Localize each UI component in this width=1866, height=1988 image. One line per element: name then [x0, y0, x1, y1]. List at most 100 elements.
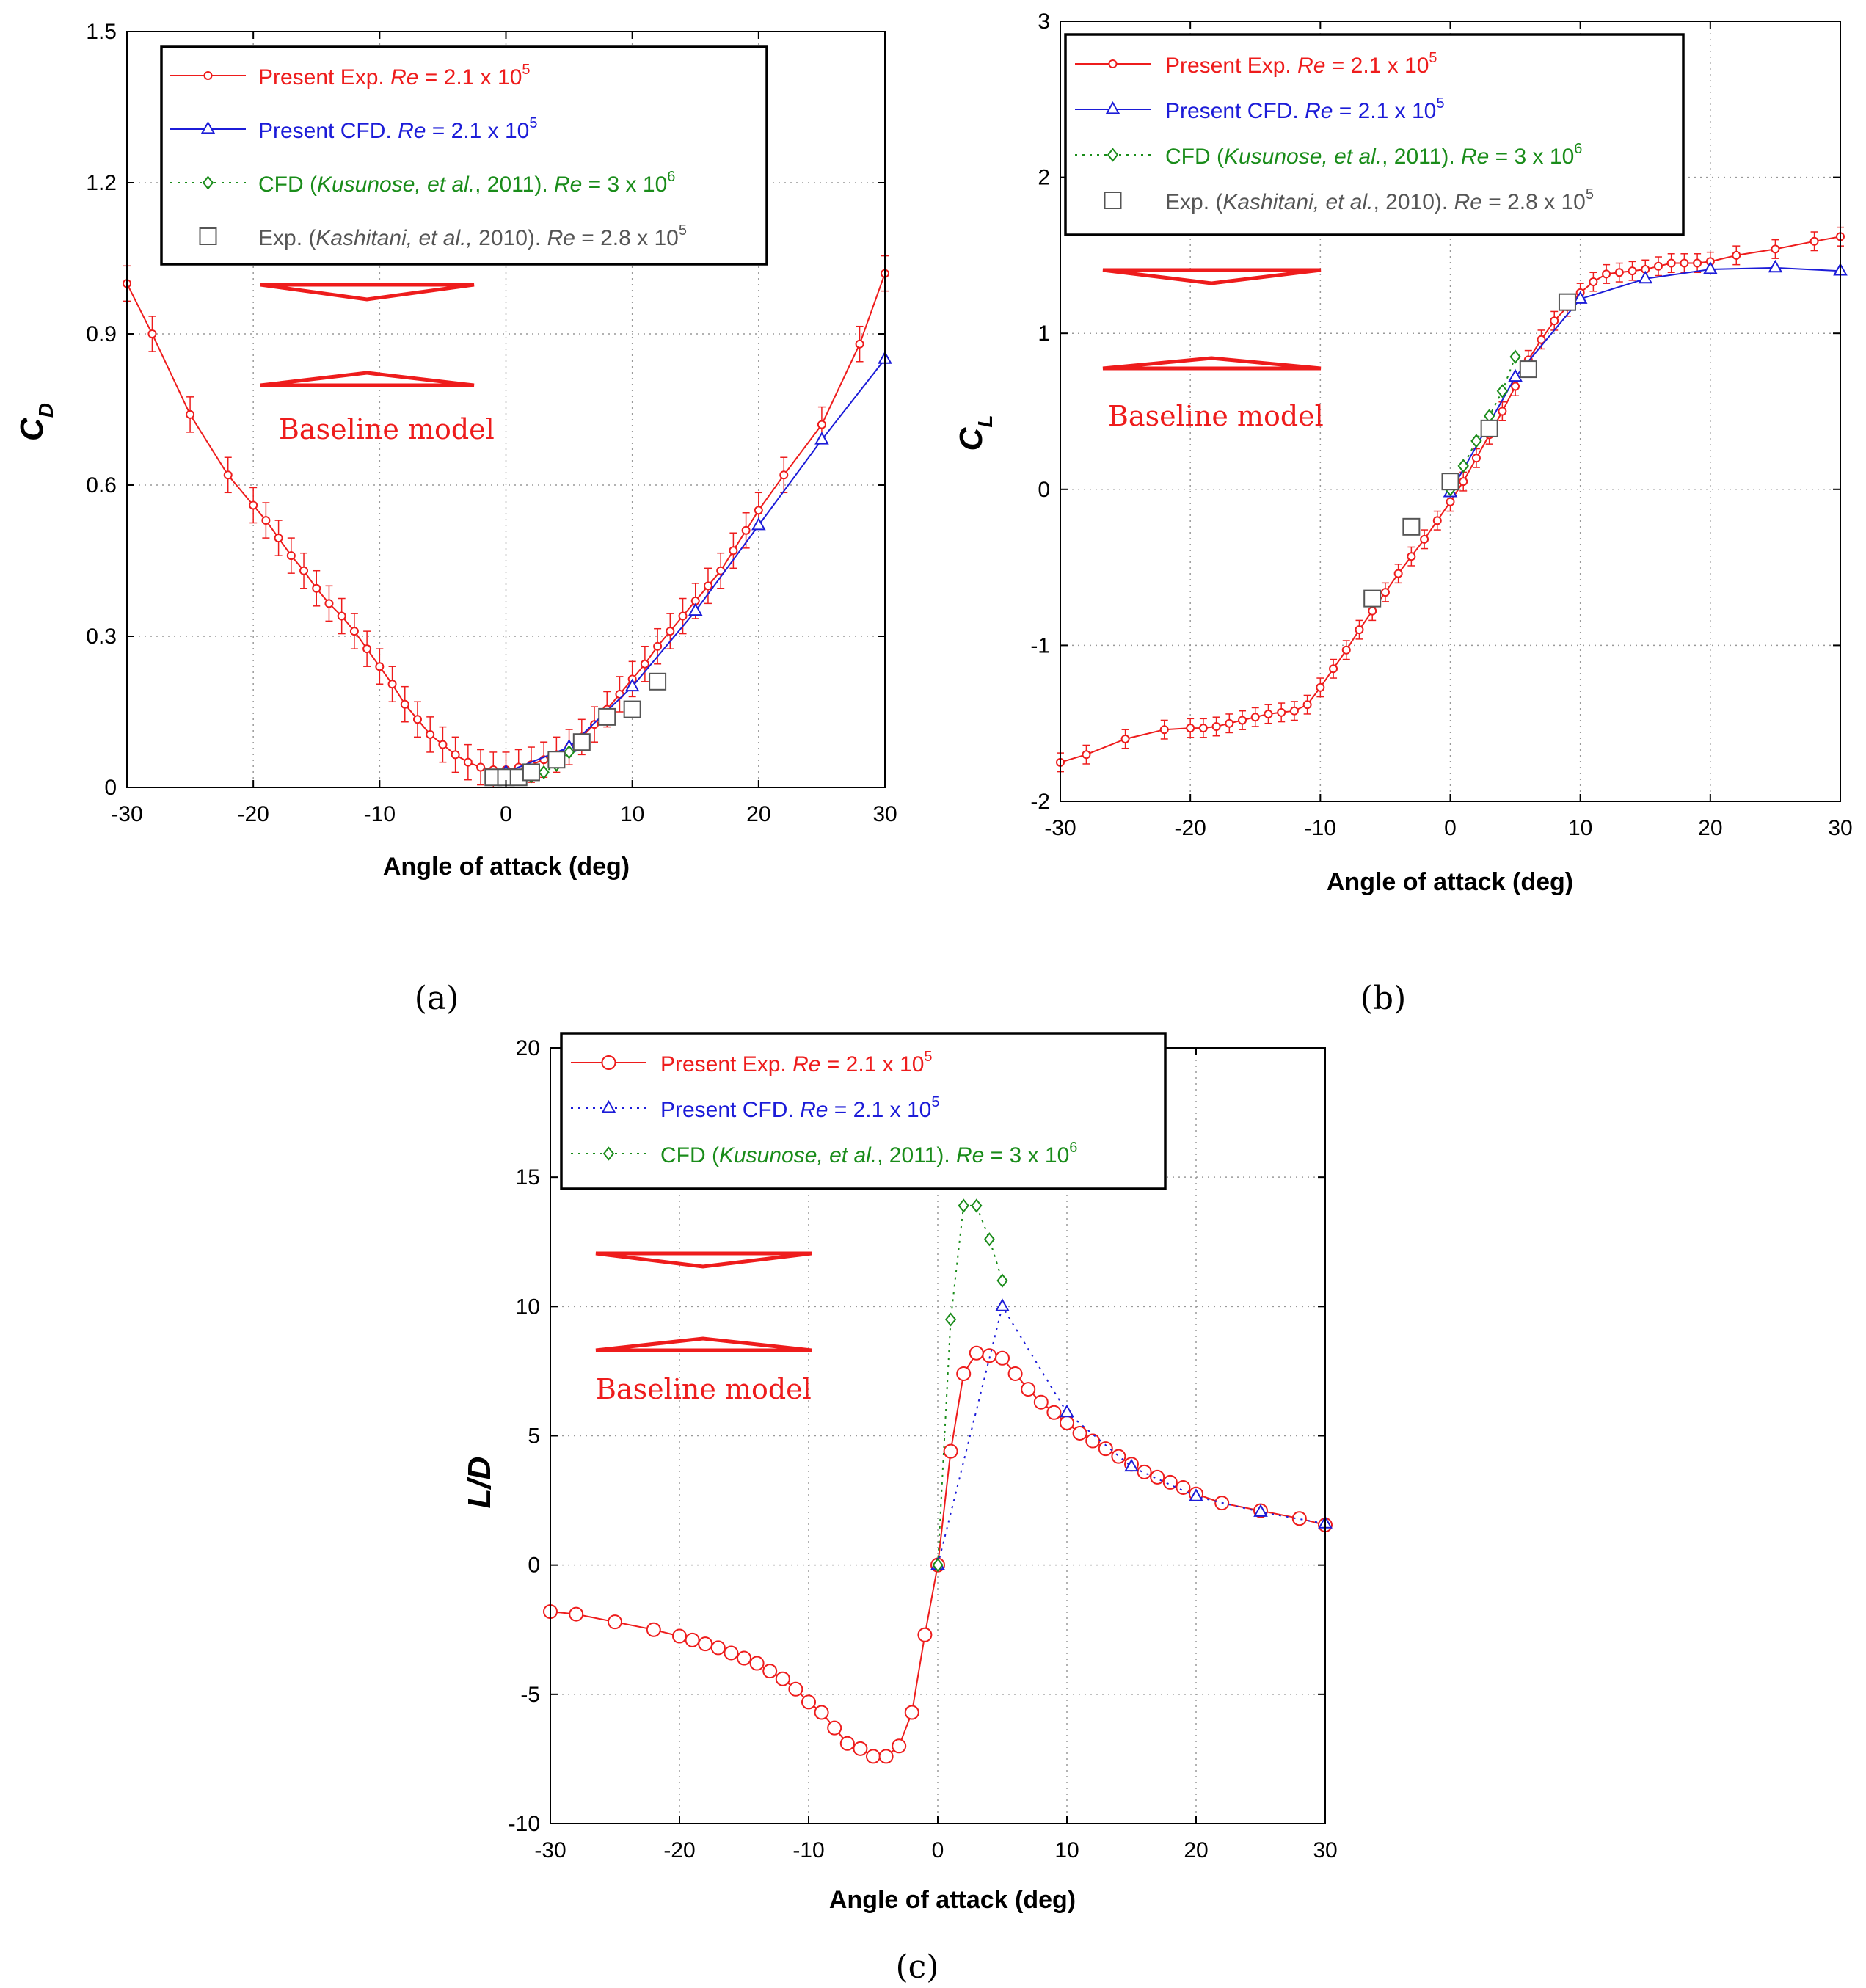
data-point-exp-kashitani: [1363, 589, 1382, 608]
y-tick-label: -1: [1030, 633, 1050, 658]
panel-b-x-axis-label: Angle of attack (deg): [1327, 868, 1573, 896]
legend-label: Exp. (: [1165, 190, 1222, 214]
legend-tail: = 3 x 10: [582, 172, 667, 197]
legend-marker-1: [1105, 101, 1120, 114]
data-point-present-exp: [1380, 588, 1390, 597]
data-point-present-exp: [762, 1664, 778, 1679]
legend-text-1: Present CFD. Re = 2.1 x 105: [258, 115, 537, 143]
legend-marker-1: [200, 120, 216, 134]
y-tick-label: 0.6: [86, 473, 117, 498]
data-point-present-exp: [1511, 382, 1520, 391]
data-point-present-exp: [590, 720, 599, 729]
data-point-present-exp: [400, 699, 409, 709]
data-point-present-exp: [186, 409, 195, 419]
panel-a-y-label-main: C: [14, 417, 50, 441]
data-point-present-exp: [969, 1345, 984, 1361]
data-point-present-exp: [1602, 269, 1611, 279]
data-point-present-exp: [147, 329, 157, 338]
x-tick-label: -20: [663, 1838, 695, 1863]
data-point-present-cfd: [1768, 259, 1783, 273]
legend-exponent: 6: [667, 169, 675, 185]
y-tick-label: 5: [528, 1424, 540, 1449]
data-point-present-exp: [779, 470, 789, 480]
wing-profile-top: [595, 1251, 812, 1269]
x-tick-label: 30: [1313, 1838, 1337, 1863]
legend-label: CFD (: [660, 1143, 719, 1168]
data-point-present-exp: [1666, 258, 1676, 268]
data-point-present-exp: [476, 762, 486, 772]
data-point-cfd-kusunose: [944, 1312, 957, 1327]
y-tick-label: -10: [509, 1812, 540, 1836]
panel-c-baseline-sketch: Baseline model: [595, 1251, 812, 1405]
data-point-present-cfd: [624, 678, 640, 692]
x-tick-label: 30: [872, 802, 897, 826]
data-point-present-exp: [788, 1681, 803, 1697]
data-point-present-exp: [375, 662, 385, 671]
x-tick-label: 0: [1444, 816, 1457, 840]
data-point-present-exp: [1680, 258, 1689, 268]
legend-exponent: 6: [1069, 1140, 1077, 1156]
panel-a-baseline-label: Baseline model: [279, 413, 495, 445]
panel-a-drag-coefficient: 0 0.3 0.6 0.9 1.2 1.5 -30 -20 -10 0 10 20 30 Angle …: [14, 20, 897, 881]
y-tick-label: -5: [520, 1683, 540, 1707]
legend-marker-0: [1108, 59, 1118, 68]
legend-marker-0: [203, 71, 213, 80]
data-point-exp-kashitani: [547, 751, 566, 769]
y-tick-label: 1: [1038, 321, 1050, 346]
data-point-present-exp: [1355, 625, 1364, 635]
data-point-present-exp: [943, 1443, 958, 1459]
data-point-present-exp: [1432, 516, 1442, 525]
data-point-present-exp: [1225, 718, 1234, 728]
panel-a-series: [123, 255, 892, 788]
panel-b-series: [1056, 226, 1848, 773]
data-point-present-exp: [463, 757, 473, 767]
data-point-exp-kashitani: [1558, 293, 1576, 311]
data-point-present-exp: [801, 1694, 816, 1710]
legend-italic: Kashitani, et al.: [1222, 190, 1373, 214]
data-point-present-exp: [261, 516, 271, 525]
data-point-present-exp: [1186, 724, 1195, 733]
legend-exponent: 5: [1586, 186, 1594, 203]
panel-b-y-axis-label: CL: [953, 415, 996, 451]
data-point-present-exp: [754, 506, 763, 515]
panel-b-y-label-main: C: [953, 426, 989, 451]
data-point-exp-kashitani: [572, 733, 591, 751]
x-tick-label: 20: [1698, 816, 1722, 840]
legend-mid: 2010).: [473, 226, 547, 250]
wing-profile-top: [260, 283, 475, 302]
data-point-cfd-kusunose: [932, 1558, 944, 1573]
data-point-present-exp: [956, 1366, 972, 1381]
legend-tail: = 2.1 x 10: [418, 65, 522, 90]
caption-c: (c): [896, 1948, 939, 1986]
data-point-present-exp: [1085, 1433, 1101, 1449]
panel-c-lift-to-drag-ratio: -10 -5 0 5 10 15 20 -30 -20 -10 0 10 20 30 Angle of …: [462, 1032, 1338, 1914]
x-tick-label: -20: [237, 802, 269, 826]
data-point-present-exp: [698, 1636, 713, 1652]
x-tick-label: -20: [1174, 816, 1206, 840]
legend-mid: , 2011).: [475, 172, 554, 197]
legend-text-0: Present Exp. Re = 2.1 x 105: [1165, 50, 1437, 78]
legend-re: Re: [1305, 99, 1333, 123]
wing-profile-bottom: [1102, 356, 1322, 371]
data-point-present-exp: [666, 627, 675, 636]
x-tick-label: -10: [792, 1838, 824, 1863]
data-point-present-cfd: [1638, 270, 1653, 284]
data-point-present-exp: [1277, 707, 1286, 717]
data-point-present-exp: [1550, 316, 1559, 326]
data-point-present-exp: [892, 1738, 907, 1754]
legend-italic: Kashitani, et al.,: [316, 226, 472, 250]
x-tick-label: 10: [1054, 1838, 1079, 1863]
data-point-present-exp: [274, 534, 283, 543]
panel-c-legend-box: [560, 1032, 1167, 1190]
data-point-present-cfd: [1253, 1504, 1268, 1517]
data-point-present-exp: [1046, 1405, 1062, 1420]
x-tick-label: 0: [500, 802, 512, 826]
legend-label: Present CFD.: [660, 1098, 800, 1122]
legend-re: Re: [1461, 145, 1489, 169]
series-line-present-cfd: [1449, 266, 1841, 493]
data-point-present-exp: [866, 1749, 881, 1764]
data-point-present-exp: [995, 1350, 1010, 1366]
